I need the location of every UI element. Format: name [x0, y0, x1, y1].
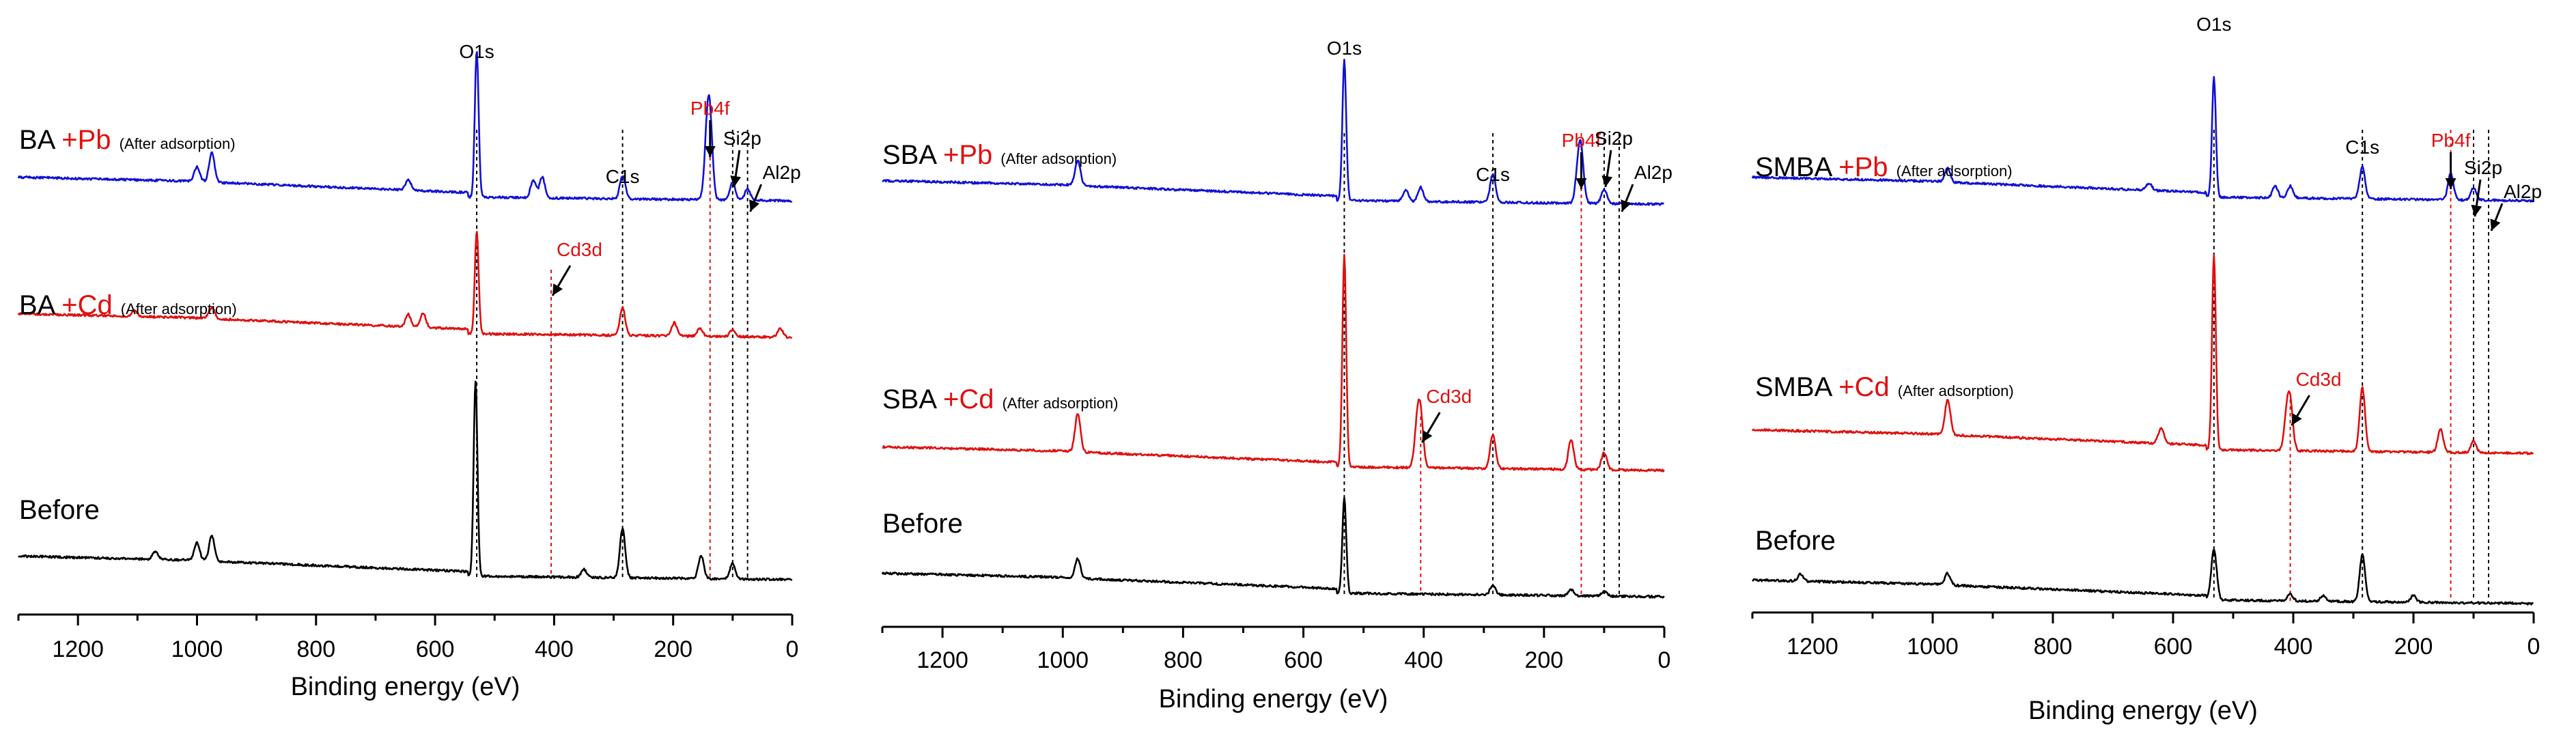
annotation-arrow-head [704, 146, 716, 157]
series-label-metal: +Cd [1838, 372, 1890, 402]
series-label: SBA +Cd (After adsorption) [882, 384, 1118, 414]
x-tick-label: 200 [654, 636, 692, 662]
x-tick-label: 800 [296, 636, 335, 662]
x-tick-label: 0 [786, 636, 799, 662]
x-tick-label: 0 [1658, 647, 1671, 673]
series-label: Before [19, 495, 100, 525]
series-label: Before [1755, 526, 1836, 556]
series-label-metal: +Pb [943, 140, 992, 170]
peak-annotation-label: Al2p [2504, 181, 2542, 202]
x-tick-label: 800 [2034, 634, 2073, 660]
peak-annotation-label: C1s [606, 166, 640, 187]
series-label: BA +Cd (After adsorption) [19, 290, 237, 320]
annotation-arrow-head [1601, 175, 1613, 187]
x-tick-label: 0 [2528, 634, 2540, 660]
spectrum-line-blue [1751, 76, 2534, 203]
series-label-note: (After adsorption) [121, 300, 237, 318]
x-tick-label: 800 [1164, 647, 1203, 673]
spectrum-line-red [1751, 253, 2534, 455]
x-tick-label: 1000 [1037, 647, 1089, 673]
spectrum-line-blue [882, 59, 1664, 206]
x-axis-label: Binding energy (eV) [2028, 696, 2258, 725]
series-label-note: (After adsorption) [1000, 150, 1117, 167]
annotation-arrow-head [1576, 178, 1587, 189]
spectrum-line-red [17, 231, 793, 339]
x-tick-label: 200 [2394, 634, 2433, 660]
series-label-note: (After adsorption) [1896, 163, 2013, 180]
annotation-arrow-head [749, 199, 760, 212]
x-tick-label: 400 [535, 636, 574, 662]
chart-panel-sba: 1200 1000 800 600 400 200 0 Binding energy (eV)… [881, 38, 1672, 714]
series-label-prefix: Before [882, 509, 963, 539]
series-label-metal: +Pb [1838, 152, 1888, 182]
annotation-arrow-head [2291, 413, 2302, 425]
x-tick-label: 200 [1524, 647, 1563, 673]
x-axis-label: Binding energy (eV) [291, 673, 520, 701]
annotation-arrow-head [730, 175, 742, 187]
x-tick-label: 1200 [1787, 634, 1838, 660]
series-label-prefix: SMBA [1755, 372, 1838, 402]
peak-annotation-label: Al2p [763, 162, 801, 183]
peak-annotation-label: C1s [1476, 164, 1510, 185]
series-label-prefix: BA [19, 290, 61, 320]
annotation-arrow-head [1422, 430, 1433, 442]
spectrum-line-black [18, 380, 793, 582]
peak-annotation-label: Cd3d [557, 239, 602, 260]
series-label-prefix: Before [19, 495, 100, 525]
series-label-prefix: SBA [882, 384, 943, 414]
peak-annotation-label: Al2p [1634, 162, 1672, 183]
series-label: SBA +Pb (After adsorption) [882, 140, 1117, 170]
x-tick-label: 1200 [52, 636, 104, 662]
series-label-metal: +Cd [61, 290, 113, 320]
annotation-arrow-head [2445, 178, 2456, 189]
peak-annotation-label: Si2p [723, 128, 761, 149]
series-label-note: (After adsorption) [1898, 382, 2014, 399]
x-tick-label: 600 [1284, 647, 1323, 673]
spectrum-line-black [881, 496, 1665, 599]
x-tick-label: 1000 [171, 636, 223, 662]
peak-annotation-label: Cd3d [2296, 369, 2342, 390]
peak-annotation-label: Si2p [2464, 157, 2502, 178]
annotation-arrow-head [2490, 219, 2501, 231]
peak-annotation-label: Si2p [1595, 128, 1633, 149]
spectrum-line-blue [17, 51, 793, 203]
x-tick-label: 600 [2154, 634, 2193, 660]
series-label-prefix: BA [19, 125, 61, 155]
series-label-metal: +Cd [943, 384, 994, 414]
peak-annotation-label: Pb4f [2431, 130, 2471, 151]
peak-annotation-label: Cd3d [1426, 386, 1472, 407]
spectrum-line-red [882, 253, 1665, 473]
peak-annotation-label: O1s [459, 41, 494, 62]
x-tick-label: 600 [416, 636, 455, 662]
series-label-prefix: Before [1755, 526, 1836, 556]
series-label-prefix: SBA [882, 140, 943, 170]
series-label: BA +Pb (After adsorption) [19, 125, 236, 155]
x-tick-label: 400 [1404, 647, 1443, 673]
series-label-metal: +Pb [61, 125, 111, 155]
series-label: SMBA +Pb (After adsorption) [1755, 152, 2013, 182]
series-label: SMBA +Cd (After adsorption) [1755, 372, 2014, 402]
series-label-note: (After adsorption) [120, 135, 236, 152]
series-label-note: (After adsorption) [1002, 395, 1118, 412]
peak-annotation-label: Pb4f [1562, 130, 1601, 151]
peak-annotation-label: O1s [2196, 14, 2231, 35]
x-tick-label: 1200 [916, 647, 968, 673]
x-tick-label: 400 [2274, 634, 2313, 660]
spectrum-line-black [1752, 548, 2534, 606]
x-tick-label: 1000 [1907, 634, 1959, 660]
peak-annotation-label: Pb4f [690, 98, 730, 119]
peak-annotation-label: C1s [2345, 137, 2379, 158]
peak-annotation-label: O1s [1327, 38, 1362, 59]
chart-panel-smba: 1200 1000 800 600 400 200 0 Binding energy (eV)… [1751, 14, 2542, 725]
x-axis-label: Binding energy (eV) [1159, 685, 1388, 714]
chart-panel-ba: 1200 1000 800 600 400 200 0 Binding energy (eV)… [17, 41, 801, 701]
annotation-arrow-head [1621, 199, 1632, 212]
annotation-arrow-head [552, 283, 563, 296]
series-label-prefix: SMBA [1755, 152, 1838, 182]
series-label: Before [882, 509, 963, 539]
annotation-arrow-head [2471, 205, 2482, 216]
